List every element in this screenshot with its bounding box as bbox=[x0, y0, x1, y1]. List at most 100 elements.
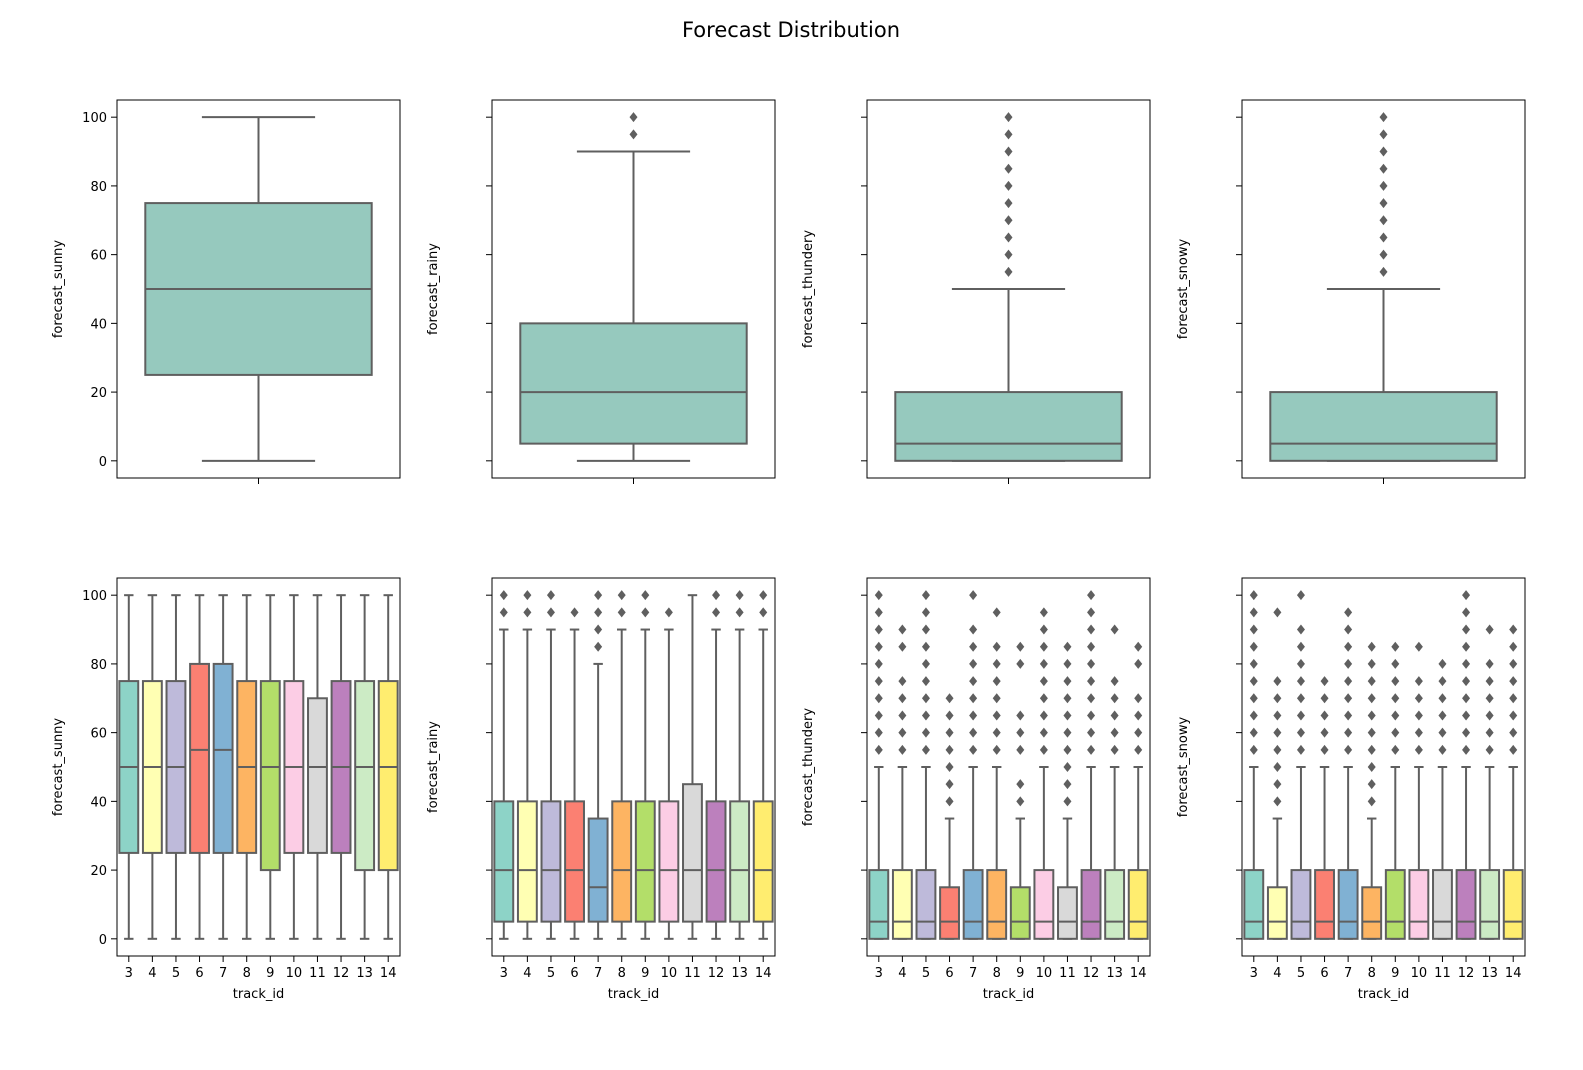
outlier-point bbox=[1379, 266, 1388, 277]
y-tick-label: 20 bbox=[90, 864, 107, 879]
outlier-point bbox=[1004, 180, 1013, 191]
iqr-box bbox=[1314, 869, 1335, 940]
box-14 bbox=[1127, 641, 1149, 940]
axes-frame bbox=[1241, 577, 1526, 957]
outlier-point bbox=[1485, 658, 1494, 669]
iqr-box bbox=[634, 800, 656, 923]
outlier-point bbox=[1379, 112, 1388, 123]
x-tick-label: 11 bbox=[309, 966, 326, 981]
iqr-box bbox=[1009, 886, 1031, 940]
outlier-point bbox=[969, 676, 978, 687]
outlier-point bbox=[1438, 744, 1447, 755]
iqr-box bbox=[1432, 869, 1453, 940]
iqr-box bbox=[729, 800, 751, 923]
outlier-point bbox=[1391, 658, 1400, 669]
x-tick-label: 9 bbox=[641, 966, 649, 981]
outlier-point bbox=[1391, 693, 1400, 704]
outlier-point bbox=[898, 693, 907, 704]
outlier-point bbox=[1367, 796, 1376, 807]
y-tick-label: 80 bbox=[90, 658, 107, 673]
outlier-point bbox=[1273, 710, 1282, 721]
x-tick-label: 14 bbox=[1130, 966, 1147, 981]
box-6 bbox=[564, 607, 585, 940]
x-tick-label: 3 bbox=[500, 966, 508, 981]
outlier-point bbox=[641, 607, 650, 618]
outlier-point bbox=[1509, 744, 1518, 755]
box-11 bbox=[1057, 641, 1078, 940]
outlier-point bbox=[898, 676, 907, 687]
box-6 bbox=[189, 594, 210, 940]
y-axis-label: forecast_rainy bbox=[426, 243, 441, 335]
outlier-point bbox=[921, 727, 930, 738]
outlier-point bbox=[1438, 676, 1447, 687]
outlier-point bbox=[874, 624, 883, 635]
x-tick-label: 5 bbox=[547, 966, 555, 981]
box-12 bbox=[330, 594, 352, 940]
outlier-point bbox=[1273, 727, 1282, 738]
outlier-point bbox=[1039, 693, 1048, 704]
outlier-point bbox=[1063, 796, 1072, 807]
box-12 bbox=[1455, 590, 1477, 940]
outlier-point bbox=[1134, 710, 1143, 721]
subplot-8: forecast_snowy 3 4 5 6 7 8 9 10 11 12 13 14 track_id bbox=[1176, 577, 1526, 1002]
outlier-point bbox=[499, 590, 508, 601]
outlier-point bbox=[1249, 590, 1258, 601]
outlier-point bbox=[1087, 658, 1096, 669]
outlier-point bbox=[594, 607, 603, 618]
outlier-point bbox=[1004, 215, 1013, 226]
outlier-point bbox=[1462, 744, 1471, 755]
outlier-point bbox=[874, 710, 883, 721]
box-11 bbox=[1432, 658, 1453, 940]
box-8 bbox=[236, 594, 258, 940]
x-axis-label: track_id bbox=[983, 987, 1034, 1002]
outlier-point bbox=[1004, 232, 1013, 243]
outlier-point bbox=[1367, 693, 1376, 704]
outlier-point bbox=[1249, 624, 1258, 635]
x-tick-label: 14 bbox=[1505, 966, 1522, 981]
box-12 bbox=[705, 590, 727, 940]
outlier-point bbox=[1367, 658, 1376, 669]
outlier-point bbox=[735, 590, 744, 601]
outlier-point bbox=[1016, 796, 1025, 807]
outlier-point bbox=[1509, 710, 1518, 721]
box-10 bbox=[658, 607, 680, 940]
y-tick-label: 60 bbox=[90, 249, 107, 264]
outlier-point bbox=[1438, 658, 1447, 669]
iqr-box bbox=[1408, 869, 1430, 940]
outlier-point bbox=[1462, 693, 1471, 704]
outlier-point bbox=[921, 641, 930, 652]
outlier-point bbox=[1134, 641, 1143, 652]
box-7 bbox=[587, 590, 609, 940]
outlier-point bbox=[1004, 163, 1013, 174]
outlier-point bbox=[1379, 249, 1388, 260]
iqr-box bbox=[1266, 886, 1288, 940]
box-4 bbox=[891, 624, 913, 940]
outlier-point bbox=[1367, 676, 1376, 687]
box-5 bbox=[1290, 590, 1312, 940]
axes-frame bbox=[116, 577, 401, 957]
outlier-point bbox=[1462, 641, 1471, 652]
x-tick-label: 10 bbox=[1411, 966, 1428, 981]
outlier-point bbox=[1110, 744, 1119, 755]
box-11 bbox=[682, 594, 703, 940]
outlier-point bbox=[1063, 641, 1072, 652]
outlier-point bbox=[735, 607, 744, 618]
subplot-4: forecast_snowy bbox=[1176, 99, 1526, 484]
outlier-point bbox=[969, 727, 978, 738]
outlier-point bbox=[1509, 624, 1518, 635]
outlier-point bbox=[1249, 676, 1258, 687]
outlier-point bbox=[1063, 762, 1072, 772]
iqr-box bbox=[307, 697, 328, 854]
box-13 bbox=[1479, 624, 1501, 940]
outlier-point bbox=[1296, 590, 1305, 601]
outlier-point bbox=[969, 590, 978, 601]
outlier-point bbox=[1320, 693, 1329, 704]
outlier-point bbox=[1462, 727, 1471, 738]
outlier-point bbox=[629, 112, 638, 123]
outlier-point bbox=[874, 676, 883, 687]
iqr-box bbox=[212, 662, 234, 854]
axes-frame bbox=[491, 99, 776, 479]
outlier-point bbox=[1462, 710, 1471, 721]
outlier-point bbox=[1273, 676, 1282, 687]
